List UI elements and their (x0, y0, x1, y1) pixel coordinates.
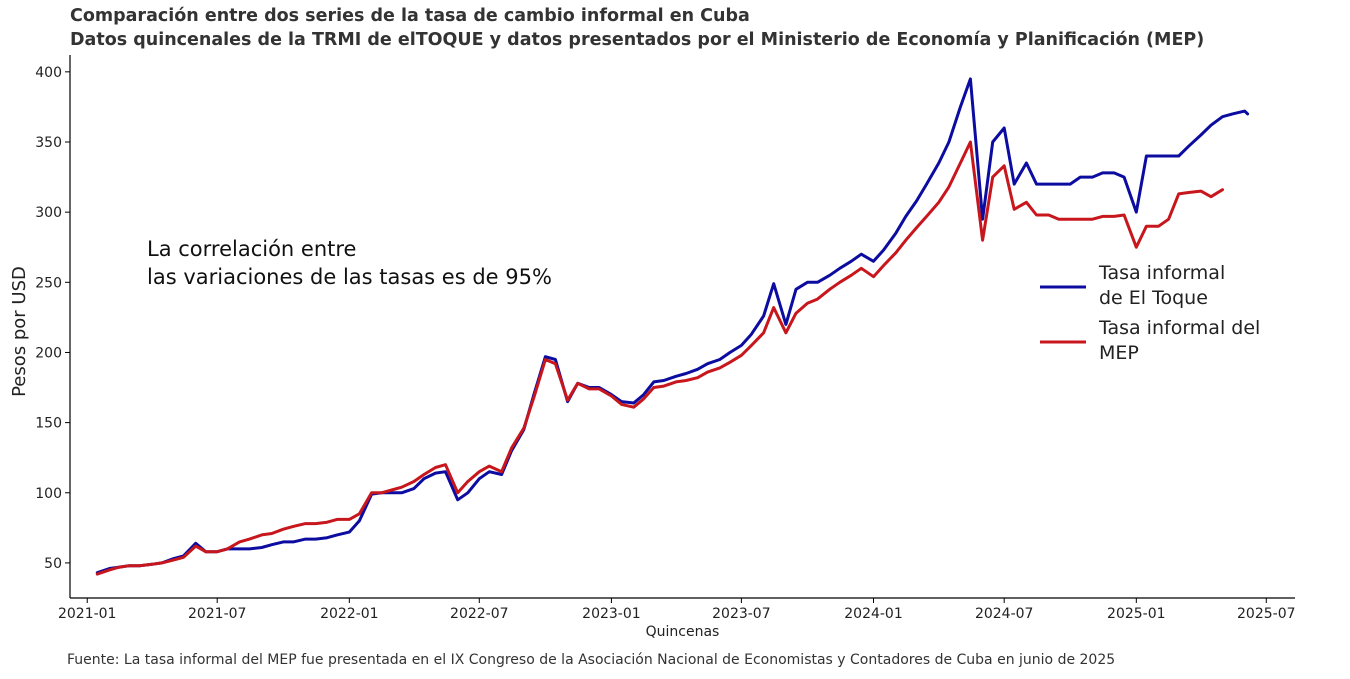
series-line-el-toque (95, 77, 1250, 575)
annotation-text: La correlación entre (147, 237, 356, 261)
y-tick-label: 350 (35, 135, 62, 151)
x-tick-label: 2025-07 (1237, 606, 1296, 622)
x-tick-label: 2023-01 (582, 606, 641, 622)
x-tick-label: 2022-01 (320, 606, 379, 622)
y-tick-label: 100 (35, 486, 62, 502)
x-tick-label: 2025-01 (1107, 606, 1166, 622)
y-tick-label: 200 (35, 345, 62, 361)
source-note: Fuente: La tasa informal del MEP fue pre… (67, 652, 1116, 668)
x-axis-label: Quincenas (646, 624, 720, 640)
legend-label: Tasa informal (1098, 262, 1225, 284)
x-tick-label: 2021-07 (188, 606, 247, 622)
chart-title: Comparación entre dos series de la tasa … (70, 6, 750, 26)
y-tick-label: 400 (35, 65, 62, 81)
x-tick-label: 2024-01 (844, 606, 903, 622)
x-tick-label: 2021-01 (58, 606, 117, 622)
legend-label: de El Toque (1099, 287, 1208, 309)
x-tick-label: 2022-07 (450, 606, 509, 622)
legend-label: MEP (1099, 342, 1139, 364)
chart-subtitle: Datos quincenales de la TRMI de elTOQUE … (70, 30, 1205, 50)
y-tick-label: 250 (35, 275, 62, 291)
y-axis-label: Pesos por USD (9, 266, 30, 397)
series-line-mep (95, 140, 1224, 576)
x-tick-label: 2023-07 (712, 606, 771, 622)
legend-label: Tasa informal del (1098, 317, 1260, 339)
annotation-text: las variaciones de las tasas es de 95% (147, 265, 552, 289)
x-tick-label: 2024-07 (975, 606, 1034, 622)
y-tick-label: 150 (35, 416, 62, 432)
y-tick-label: 300 (35, 205, 62, 221)
y-tick-label: 50 (44, 556, 62, 572)
